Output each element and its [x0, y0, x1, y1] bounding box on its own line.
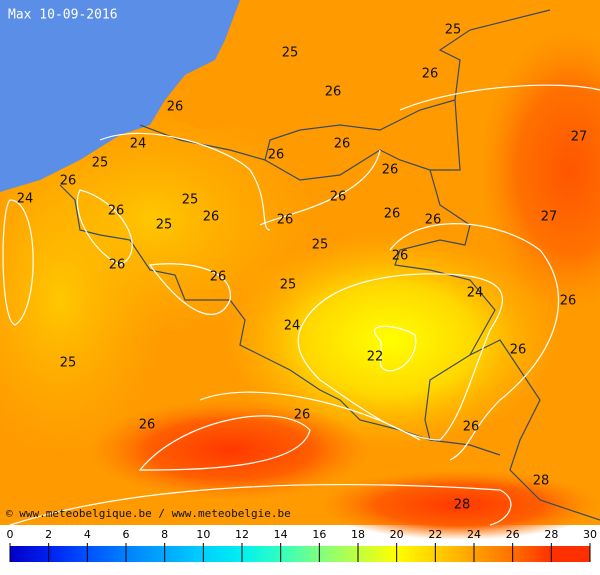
colorbar-segment	[126, 546, 165, 562]
temperature-label: 26	[210, 270, 227, 285]
colorbar-segment	[435, 546, 474, 562]
borders	[59, 9, 600, 521]
temperature-label: 26	[560, 294, 577, 309]
islands	[170, 70, 255, 130]
temperature-label: 24	[284, 319, 301, 334]
temperature-label: 26	[294, 408, 311, 423]
temperature-label: 25	[182, 193, 199, 208]
colorbar-tick-label: 28	[544, 528, 558, 541]
colorbar-segment	[48, 546, 88, 562]
hot-zone	[90, 400, 370, 500]
colorbar-segment	[10, 546, 49, 562]
temperature-label: 25	[92, 156, 109, 171]
temperature-label: 26	[422, 67, 439, 82]
temperature-label: 26	[268, 148, 285, 163]
colorbar-tick-label: 20	[390, 528, 404, 541]
colorbar-segment	[164, 546, 204, 562]
temperature-label: 24	[17, 192, 34, 207]
temperature-label: 26	[463, 420, 480, 435]
colorbar-tick-label: 12	[235, 528, 249, 541]
colorbar-tick-label: 10	[196, 528, 210, 541]
temperature-label: 26	[60, 174, 77, 189]
temperature-label: 25	[156, 218, 173, 233]
temperature-label: 26	[109, 258, 126, 273]
colorbar-tick-label: 18	[351, 528, 365, 541]
colorbar-segment	[242, 546, 281, 562]
colorbar-segment	[319, 546, 358, 562]
colorbar: 0 2 4 6 8 10 12 14 16 18 20 22 24 26 28 30	[7, 528, 597, 562]
temperature-label: 26	[108, 204, 125, 219]
colorbar-segment	[512, 546, 552, 562]
colorbar-tick-label: 22	[428, 528, 442, 541]
temperature-label: 25	[60, 356, 77, 371]
colorbar-segment	[358, 546, 397, 562]
colorbar-segment	[474, 546, 513, 562]
colorbar-segment	[396, 546, 436, 562]
temperature-label: 26	[325, 85, 342, 100]
colorbar-tick-label: 24	[467, 528, 481, 541]
hot-zone	[320, 470, 600, 540]
colorbar-tick-label: 8	[161, 528, 168, 541]
credit: © www.meteobelgique.be / www.meteobelgie…	[6, 507, 291, 520]
cool-zone	[220, 230, 560, 450]
temperature-label: 27	[541, 210, 558, 225]
temperature-labels: 25 25 26 26 26 27 24 26 26 25 26 26 24 25 26 26 26 27 25 26…	[17, 23, 588, 513]
colorbar-tick-label: 14	[274, 528, 288, 541]
colorbar-segment	[280, 546, 320, 562]
colorbar-tick-label: 6	[123, 528, 130, 541]
colorbar-tick-label: 0	[7, 528, 14, 541]
temperature-label: 26	[330, 190, 347, 205]
map-title: Max 10-09-2016	[8, 8, 118, 23]
colorbar-tick-label: 16	[312, 528, 326, 541]
temperature-label: 25	[312, 238, 329, 253]
temperature-label: 22	[367, 350, 384, 365]
colorbar-segment	[551, 546, 590, 562]
temperature-label: 26	[425, 213, 442, 228]
isotherms	[2, 84, 600, 526]
colorbar-tick-label: 2	[45, 528, 52, 541]
colorbar-tick-label: 30	[583, 528, 597, 541]
colorbar-segment	[203, 546, 242, 562]
temperature-label: 26	[139, 418, 156, 433]
temperature-label: 26	[203, 210, 220, 225]
temperature-label: 25	[280, 278, 297, 293]
temperature-label: 26	[384, 207, 401, 222]
temperature-label: 26	[167, 100, 184, 115]
temperature-label: 24	[130, 137, 147, 152]
temperature-label: 27	[571, 130, 588, 145]
warm-zone	[0, 140, 170, 460]
temperature-label: 26	[334, 137, 351, 152]
sea	[0, 0, 240, 192]
colorbar-tick-label: 4	[84, 528, 91, 541]
temperature-label: 26	[382, 163, 399, 178]
temperature-label: 28	[454, 498, 471, 513]
colorbar-segment	[87, 546, 126, 562]
temperature-label: 28	[533, 474, 550, 489]
temperature-label: 26	[510, 343, 527, 358]
temperature-label: 24	[467, 286, 484, 301]
colorbar-tick-label: 26	[506, 528, 520, 541]
hot-zone	[480, 30, 600, 310]
temperature-label: 25	[282, 46, 299, 61]
temperature-label: 25	[445, 23, 462, 38]
temperature-label: 26	[392, 249, 409, 264]
temperature-label: 26	[277, 213, 294, 228]
